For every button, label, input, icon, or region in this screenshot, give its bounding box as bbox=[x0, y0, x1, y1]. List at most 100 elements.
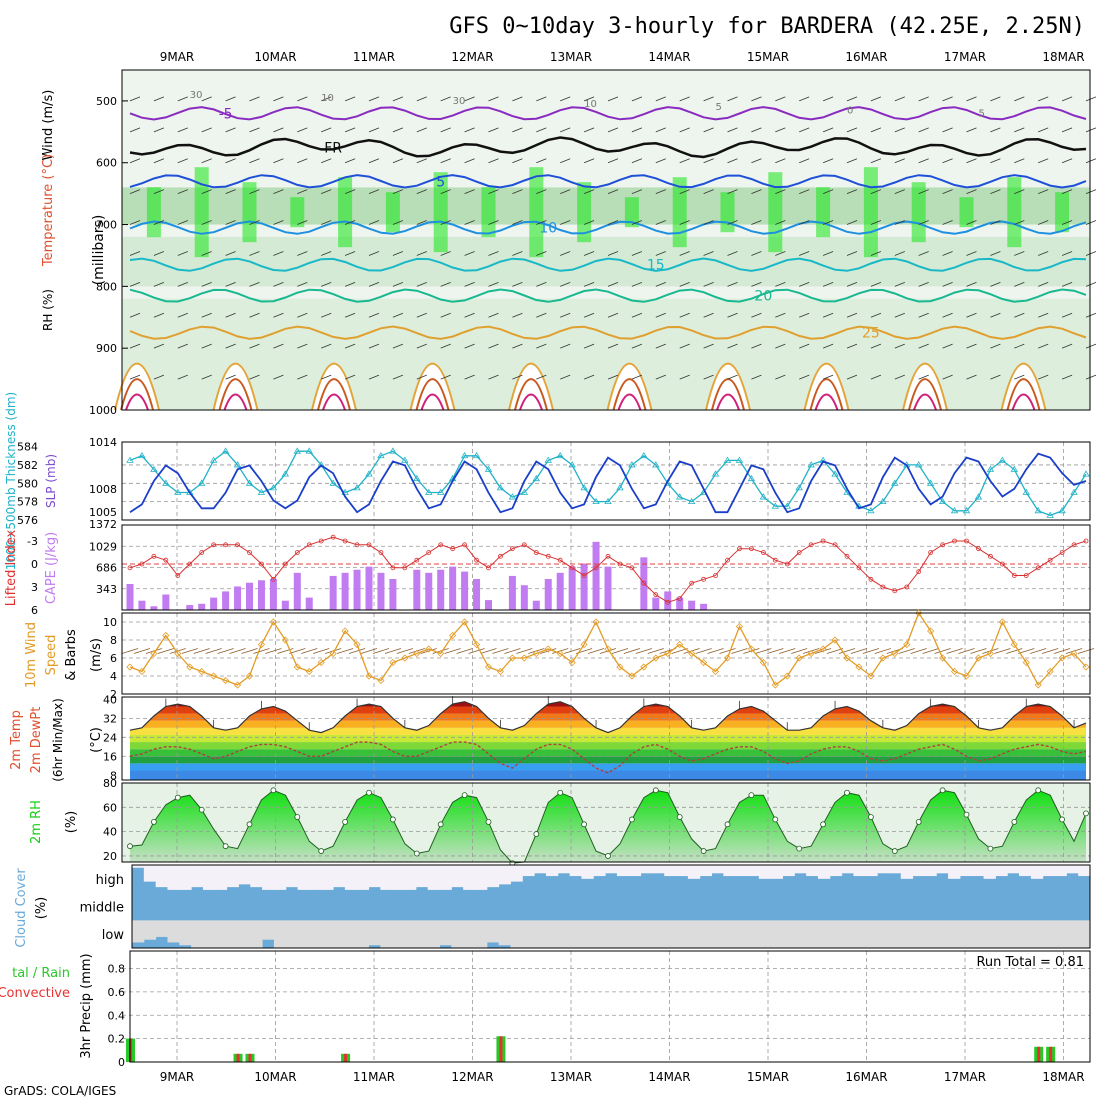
cloud-clear-segment bbox=[167, 920, 180, 943]
thickness-marker bbox=[687, 497, 696, 505]
rh-shading-band bbox=[122, 298, 1090, 410]
cloud-clear-segment bbox=[143, 865, 157, 882]
upper-wind-barb bbox=[153, 158, 165, 164]
li-tick-label: 0 bbox=[31, 558, 38, 571]
cloud-clear-segment bbox=[593, 920, 606, 948]
upper-wind-barb bbox=[1061, 343, 1073, 349]
bottom-date-label: 10MAR bbox=[254, 1070, 296, 1084]
cloud-clear-segment bbox=[758, 865, 772, 879]
wind-speed-marker bbox=[210, 672, 218, 680]
cloud-clear-segment bbox=[474, 920, 488, 948]
cloud-clear-segment bbox=[723, 920, 736, 948]
upper-wind-barb bbox=[894, 251, 905, 256]
cloud-clear-segment bbox=[1078, 865, 1091, 877]
rh-high-patch bbox=[146, 187, 161, 238]
thickness-marker bbox=[759, 493, 768, 500]
wind-speed-marker bbox=[508, 654, 516, 662]
wind-speed-marker bbox=[1034, 681, 1042, 689]
wind-speed-marker bbox=[556, 649, 564, 658]
surface-wind-barb bbox=[814, 648, 832, 654]
upper-wind-barb bbox=[607, 343, 619, 349]
bottom-date-label: 9MAR bbox=[160, 1070, 195, 1084]
cape-bar bbox=[341, 572, 349, 610]
cloud-clear-segment bbox=[853, 920, 866, 948]
upper-wind-barb bbox=[990, 251, 1001, 256]
cloud-clear-segment bbox=[463, 920, 476, 948]
upper-wind-barb bbox=[416, 343, 427, 349]
wind-panel: 2 4 6 8 10 10m Wind Speed & Barbs (m/s) bbox=[24, 609, 1095, 701]
thickness-tick-label: 584 bbox=[17, 441, 38, 454]
upper-wind-barb bbox=[249, 251, 260, 256]
rh2m-axis-title: 2m RH bbox=[29, 800, 44, 844]
upper-wind-barb bbox=[703, 312, 714, 318]
cloud-clear-segment bbox=[262, 920, 275, 940]
rh-contour-label: 5 bbox=[716, 102, 722, 113]
cloud-clear-segment bbox=[711, 865, 724, 874]
slp-tick-label: 1005 bbox=[89, 506, 117, 519]
upper-wind-barb bbox=[153, 343, 165, 349]
cloud-clear-segment bbox=[782, 920, 795, 948]
cloud-clear-segment bbox=[510, 865, 523, 882]
upper-wind-barb bbox=[201, 189, 212, 195]
thickness-marker bbox=[257, 488, 266, 495]
upper-wind-barb bbox=[321, 281, 332, 287]
lifted-index-marker bbox=[940, 542, 945, 548]
lifted-index-marker bbox=[976, 546, 981, 552]
thickness-marker bbox=[186, 488, 194, 495]
wind-speed-marker bbox=[604, 645, 612, 653]
cloud-clear-segment bbox=[356, 920, 370, 948]
cloud-clear-segment bbox=[1066, 865, 1079, 874]
upper-wind-barb bbox=[751, 96, 762, 102]
upper-wind-barb bbox=[942, 158, 953, 164]
chart-title: GFS 0~10day 3-hourly for BARDERA (42.25E… bbox=[449, 14, 1085, 39]
wind-speed-marker bbox=[939, 654, 947, 662]
cape-bar bbox=[198, 603, 206, 610]
upper-wind-barb bbox=[775, 189, 786, 195]
cloud-clear-segment bbox=[321, 865, 334, 890]
temperature-30-contour bbox=[120, 378, 154, 411]
thickness-marker bbox=[221, 447, 230, 454]
wind-speed-marker bbox=[544, 645, 552, 653]
upper-wind-barb bbox=[966, 343, 977, 349]
upper-wind-barb bbox=[894, 281, 905, 287]
upper-wind-barb bbox=[416, 220, 427, 225]
cape-bar bbox=[293, 572, 301, 610]
wind-speed-marker bbox=[425, 645, 433, 653]
rh2m-axis-unit: (%) bbox=[64, 811, 79, 834]
upper-wind-barb bbox=[1014, 374, 1025, 380]
li-tick-label: 3 bbox=[31, 581, 38, 594]
cloud-clear-segment bbox=[616, 865, 630, 877]
cloud-clear-segment bbox=[333, 920, 346, 948]
cape-bar bbox=[544, 579, 552, 610]
upper-wind-barb bbox=[966, 251, 977, 256]
temperature-band bbox=[130, 749, 1086, 757]
cloud-clear-segment bbox=[616, 920, 630, 948]
rh-contour-label: 30 bbox=[453, 96, 466, 107]
isotherm-25 bbox=[129, 325, 1087, 340]
lifted-index-marker bbox=[294, 550, 300, 555]
thickness-marker bbox=[640, 451, 648, 459]
upper-wind-barb bbox=[703, 251, 714, 256]
wind-speed-marker bbox=[1010, 640, 1018, 649]
upper-wind-barb bbox=[129, 127, 141, 133]
thickness-marker bbox=[174, 488, 182, 495]
cloud-clear-segment bbox=[498, 865, 511, 885]
cape-bar bbox=[138, 600, 146, 610]
lifted-index-marker bbox=[796, 550, 802, 555]
upper-wind-barb bbox=[153, 127, 165, 133]
upper-wind-barb bbox=[583, 374, 595, 380]
upper-wind-barb bbox=[727, 312, 738, 318]
wind-speed-marker bbox=[233, 681, 242, 689]
thickness-marker bbox=[484, 465, 493, 472]
cape-bar bbox=[592, 541, 600, 610]
lifted-index-marker bbox=[557, 557, 563, 563]
wind-speed-marker bbox=[305, 667, 313, 676]
upper-wind-barb bbox=[1038, 312, 1049, 318]
upper-wind-barb bbox=[679, 312, 690, 318]
upper-wind-barb bbox=[655, 251, 666, 256]
wind-speed-marker bbox=[831, 636, 839, 644]
thickness-marker bbox=[747, 474, 756, 482]
cape-bar bbox=[305, 597, 313, 610]
rh-marker bbox=[294, 814, 301, 820]
wind-speed-marker bbox=[711, 667, 720, 676]
